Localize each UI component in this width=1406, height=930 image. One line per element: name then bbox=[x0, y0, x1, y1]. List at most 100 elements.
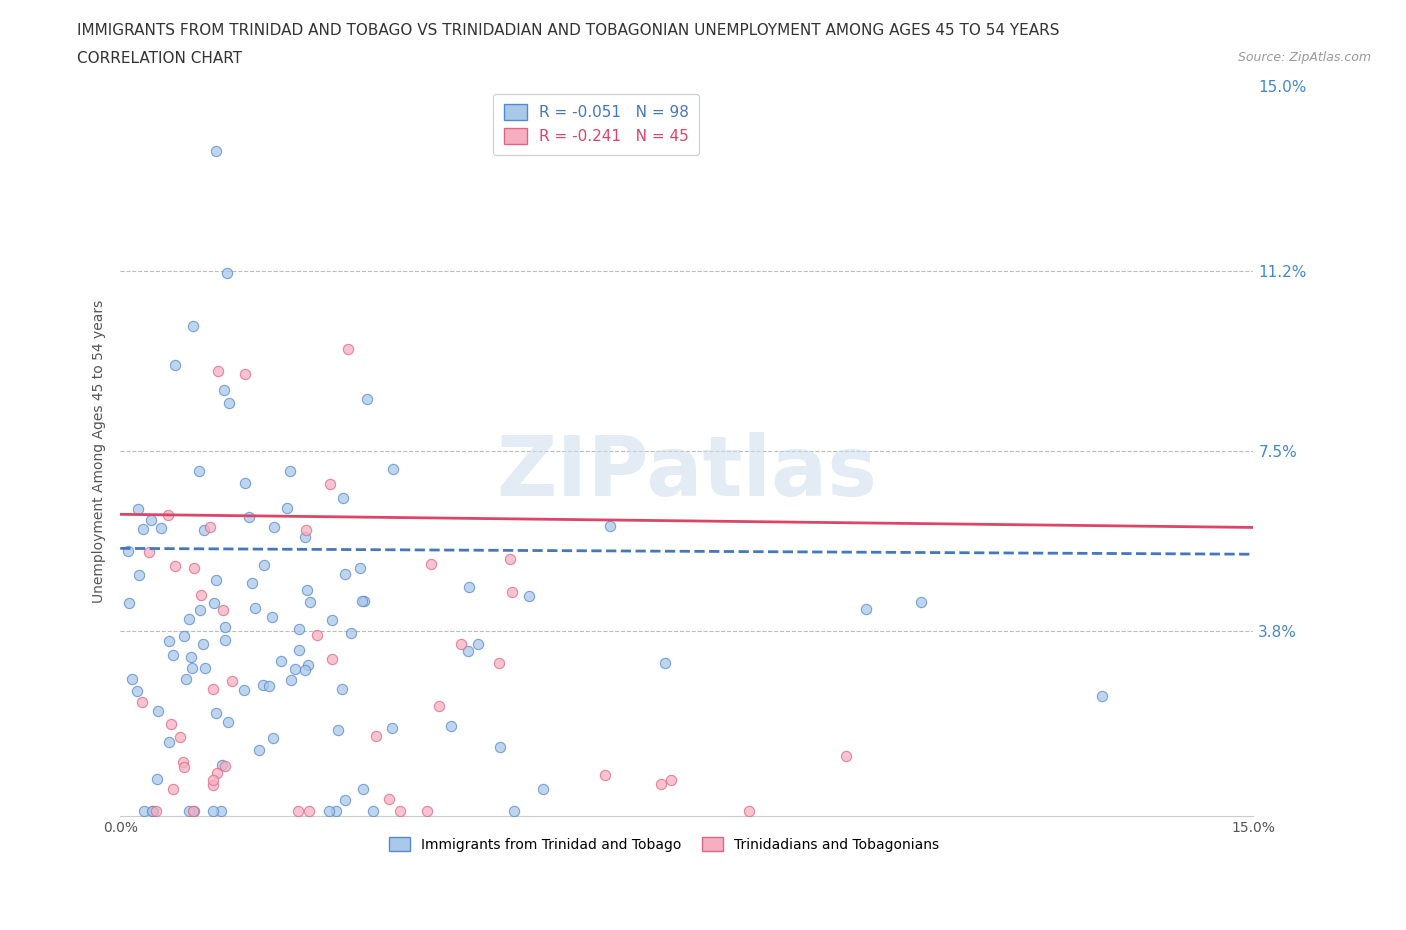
Point bbox=[177, 612, 200, 627]
Point bbox=[361, 804, 384, 818]
Point bbox=[349, 561, 371, 576]
Point bbox=[356, 392, 378, 406]
Point bbox=[163, 358, 186, 373]
Point bbox=[498, 551, 520, 566]
Point bbox=[427, 698, 450, 713]
Point bbox=[160, 716, 183, 731]
Point bbox=[321, 613, 343, 628]
Point bbox=[257, 679, 280, 694]
Point bbox=[233, 476, 256, 491]
Point bbox=[201, 777, 224, 792]
Point bbox=[174, 671, 197, 686]
Point bbox=[217, 714, 239, 729]
Point bbox=[260, 609, 283, 624]
Point bbox=[180, 650, 202, 665]
Point bbox=[288, 622, 311, 637]
Point bbox=[352, 594, 374, 609]
Point bbox=[233, 683, 256, 698]
Point bbox=[1091, 688, 1114, 703]
Point bbox=[599, 519, 621, 534]
Point bbox=[215, 266, 238, 281]
Point bbox=[214, 632, 236, 647]
Point bbox=[212, 603, 235, 618]
Point bbox=[420, 556, 443, 571]
Point bbox=[270, 653, 292, 668]
Point bbox=[193, 523, 215, 538]
Point bbox=[276, 501, 298, 516]
Point bbox=[328, 723, 350, 737]
Point bbox=[294, 662, 316, 677]
Point bbox=[488, 656, 510, 671]
Point bbox=[252, 558, 274, 573]
Point bbox=[440, 718, 463, 733]
Point bbox=[127, 501, 149, 516]
Point bbox=[201, 772, 224, 787]
Text: Source: ZipAtlas.com: Source: ZipAtlas.com bbox=[1237, 51, 1371, 64]
Point bbox=[181, 661, 204, 676]
Point bbox=[218, 395, 240, 410]
Point bbox=[162, 647, 184, 662]
Point bbox=[157, 633, 180, 648]
Point bbox=[243, 600, 266, 615]
Point bbox=[467, 636, 489, 651]
Point bbox=[240, 576, 263, 591]
Point bbox=[157, 735, 180, 750]
Point bbox=[335, 792, 357, 807]
Point bbox=[194, 660, 217, 675]
Point bbox=[531, 781, 554, 796]
Point bbox=[333, 566, 356, 581]
Point bbox=[263, 520, 285, 535]
Point bbox=[134, 804, 156, 818]
Point bbox=[654, 656, 676, 671]
Point bbox=[287, 643, 309, 658]
Point bbox=[457, 644, 479, 658]
Point bbox=[165, 559, 187, 574]
Point bbox=[337, 341, 360, 356]
Point bbox=[190, 588, 212, 603]
Point bbox=[193, 637, 215, 652]
Point bbox=[381, 721, 404, 736]
Point bbox=[221, 674, 243, 689]
Point bbox=[214, 619, 236, 634]
Point bbox=[177, 804, 200, 818]
Point bbox=[132, 522, 155, 537]
Point bbox=[287, 804, 309, 818]
Point bbox=[205, 573, 228, 588]
Point bbox=[501, 584, 523, 599]
Point bbox=[416, 804, 439, 818]
Point bbox=[321, 652, 343, 667]
Point bbox=[389, 804, 412, 818]
Point bbox=[183, 561, 205, 576]
Point bbox=[162, 781, 184, 796]
Point bbox=[181, 804, 204, 818]
Point bbox=[145, 772, 167, 787]
Point bbox=[169, 730, 191, 745]
Point bbox=[284, 661, 307, 676]
Point bbox=[332, 491, 354, 506]
Point bbox=[202, 804, 225, 818]
Point bbox=[117, 595, 139, 610]
Point bbox=[141, 513, 163, 528]
Point bbox=[142, 804, 165, 818]
Point bbox=[188, 603, 211, 618]
Point bbox=[593, 768, 616, 783]
Point bbox=[298, 804, 321, 818]
Point bbox=[661, 772, 683, 787]
Point bbox=[910, 594, 932, 609]
Point bbox=[145, 804, 167, 818]
Point bbox=[294, 530, 316, 545]
Point bbox=[157, 508, 180, 523]
Point bbox=[280, 673, 302, 688]
Point bbox=[214, 759, 236, 774]
Point bbox=[377, 791, 399, 806]
Y-axis label: Unemployment Among Ages 45 to 54 years: Unemployment Among Ages 45 to 54 years bbox=[93, 299, 107, 603]
Point bbox=[295, 523, 318, 538]
Point bbox=[150, 520, 173, 535]
Point bbox=[835, 749, 858, 764]
Point bbox=[141, 804, 163, 818]
Point bbox=[202, 682, 225, 697]
Point bbox=[299, 594, 322, 609]
Point bbox=[278, 463, 301, 478]
Point bbox=[855, 602, 877, 617]
Point bbox=[148, 703, 170, 718]
